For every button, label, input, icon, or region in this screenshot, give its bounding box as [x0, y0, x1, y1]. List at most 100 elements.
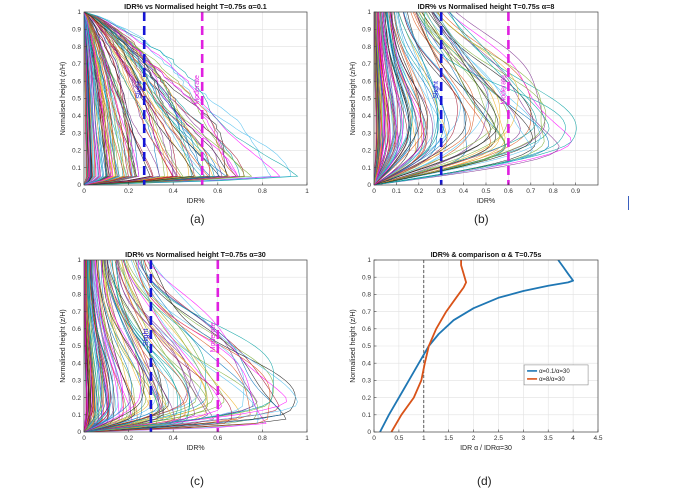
drift-curve	[84, 260, 169, 432]
y-tick-label: 0.7	[72, 309, 81, 316]
y-tick-label: 0.8	[362, 292, 371, 299]
y-tick-label: 0.4	[72, 113, 81, 120]
legend-entry-1: α=0.1/α=30	[539, 369, 570, 375]
drift-curve	[84, 260, 233, 432]
drift-curve	[374, 12, 426, 185]
x-tick-label: 0	[82, 188, 86, 195]
drift-curve	[374, 12, 450, 185]
drift-curve	[374, 12, 428, 185]
x-tick-label: 1.5	[444, 435, 453, 442]
y-axis-label: Normalised height (z/H)	[60, 62, 67, 136]
drift-curve	[84, 260, 91, 432]
y-tick-label: 0	[367, 429, 371, 436]
x-tick-label: 1	[305, 188, 309, 195]
x-tick-label: 0.6	[213, 435, 222, 442]
legend-entry-2: α=8/α=30	[539, 377, 565, 383]
y-tick-label: 0.9	[72, 274, 81, 281]
series-line-1	[379, 260, 574, 432]
drift-curve	[84, 12, 160, 185]
drift-curve	[374, 12, 532, 185]
y-tick-label: 1	[77, 257, 81, 264]
drift-curve	[374, 12, 541, 185]
drift-curve	[374, 12, 439, 185]
drift-curve	[84, 260, 195, 432]
x-tick-label: 0.9	[571, 188, 580, 195]
drift-curve	[84, 260, 190, 432]
drift-curve	[374, 12, 402, 185]
drift-curve	[374, 12, 572, 185]
y-tick-label: 0.8	[72, 44, 81, 51]
drift-curve	[84, 260, 225, 432]
y-tick-label: 0.9	[362, 27, 371, 34]
x-tick-label: 0.4	[459, 188, 468, 195]
y-tick-label: 0.3	[72, 378, 81, 385]
drift-curve	[374, 12, 387, 185]
y-tick-label: 0.4	[72, 360, 81, 367]
drift-curve	[374, 12, 533, 185]
y-tick-label: 1	[367, 257, 371, 264]
drift-curve	[84, 260, 245, 432]
drift-curve	[84, 260, 99, 432]
drift-curve	[84, 12, 231, 185]
x-axis-label: IDR α / IDRα=30	[460, 445, 512, 452]
drift-curve	[84, 12, 138, 185]
x-tick-label: 3.5	[544, 435, 553, 442]
y-tick-label: 0.3	[72, 130, 81, 137]
x-tick-label: 0	[372, 188, 376, 195]
drift-curve	[84, 12, 117, 185]
x-tick-label: 4	[571, 435, 575, 442]
drift-curve	[84, 260, 133, 432]
caption-c: (c)	[190, 474, 204, 488]
drift-curve	[84, 260, 143, 432]
drift-curve	[374, 12, 394, 185]
drift-curve	[84, 260, 159, 432]
y-axis-label: Normalised height (z/H)	[350, 62, 357, 136]
x-tick-label: 0.5	[394, 435, 403, 442]
drift-curve	[374, 12, 560, 185]
drift-curve	[84, 260, 173, 432]
y-tick-label: 0.1	[362, 412, 371, 419]
chart-panel-4: α=0.1/α=30 α=8/α=30 0 0.5 1 1.5 2 2.5 3 3.5 4 4.5 0 0…	[350, 250, 603, 452]
y-tick-label: 0.6	[72, 326, 81, 333]
threshold-label-moderate: Moderate	[500, 75, 507, 105]
drift-curve	[84, 12, 151, 185]
x-axis-label: IDR%	[186, 445, 204, 452]
drift-curve	[84, 260, 142, 432]
drift-curve	[374, 12, 577, 185]
drift-curve	[374, 12, 379, 185]
x-tick-label: 0.6	[504, 188, 513, 195]
drift-curve	[374, 12, 550, 185]
drift-curve	[374, 12, 390, 185]
drift-curve	[84, 260, 145, 432]
drift-curve	[374, 12, 509, 185]
drift-curve	[374, 12, 507, 185]
drift-curve	[374, 12, 506, 185]
threshold-label-slight: Slight	[136, 81, 143, 99]
drift-curve	[84, 12, 272, 185]
caption-d: (d)	[477, 474, 492, 488]
x-tick-label: 0	[372, 435, 376, 442]
chart-panel-2: Slight Moderate 0 0.1 0.2 0.3 0.4 0.5 0.6 0.7 0.8 0…	[350, 2, 599, 205]
drift-curve	[84, 12, 107, 185]
threshold-label-moderate: Moderate	[194, 75, 201, 105]
y-tick-label: 0.6	[362, 78, 371, 85]
y-tick-label: 0.6	[72, 78, 81, 85]
y-tick-label: 1	[77, 9, 81, 16]
drift-curve	[84, 12, 91, 185]
drift-curve	[84, 12, 119, 185]
y-tick-label: 0.2	[72, 148, 81, 155]
drift-curve	[84, 260, 208, 432]
drift-curve	[374, 12, 396, 185]
y-axis-label: Normalised height (z/H)	[350, 309, 357, 383]
drift-curve	[84, 260, 136, 432]
drift-curve	[374, 12, 404, 185]
drift-curve	[84, 260, 113, 432]
drift-curve	[84, 12, 103, 185]
drift-curve	[84, 260, 287, 432]
threshold-label-slight: Slight	[143, 329, 150, 347]
drift-curve	[84, 12, 100, 185]
drift-curve	[374, 12, 411, 185]
y-tick-label: 0.5	[362, 96, 371, 103]
y-tick-label: 0.7	[362, 309, 371, 316]
drift-curve	[84, 12, 169, 185]
